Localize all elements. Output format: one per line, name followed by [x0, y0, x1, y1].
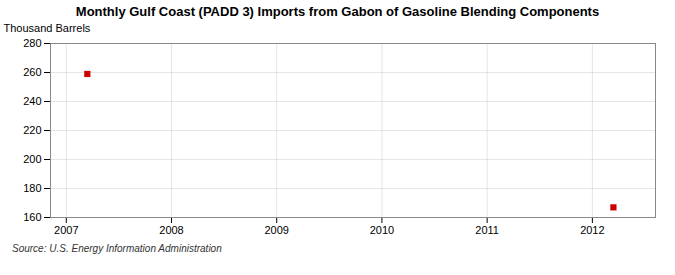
svg-text:2012: 2012 [580, 224, 604, 236]
svg-text:280: 280 [23, 37, 41, 49]
svg-text:220: 220 [23, 124, 41, 136]
svg-text:240: 240 [23, 95, 41, 107]
html-text:Monthly Gulf Coast (PADD 3) Im: Monthly Gulf Coast (PADD 3) Imports from… [75, 4, 600, 19]
svg-text:2008: 2008 [159, 224, 183, 236]
html-text:Source: U.S. Energy Informatio: Source: U.S. Energy Information Administ… [12, 243, 222, 254]
svg-text:260: 260 [23, 66, 41, 78]
svg-text:2011: 2011 [475, 224, 499, 236]
svg-text:2007: 2007 [54, 224, 78, 236]
svg-text:2009: 2009 [264, 224, 288, 236]
svg-text:Thousand Barrels: Thousand Barrels [4, 22, 91, 34]
svg-text:2010: 2010 [370, 224, 394, 236]
svg-text:180: 180 [23, 182, 41, 194]
svg-text:160: 160 [23, 211, 41, 223]
svg-text:200: 200 [23, 153, 41, 165]
